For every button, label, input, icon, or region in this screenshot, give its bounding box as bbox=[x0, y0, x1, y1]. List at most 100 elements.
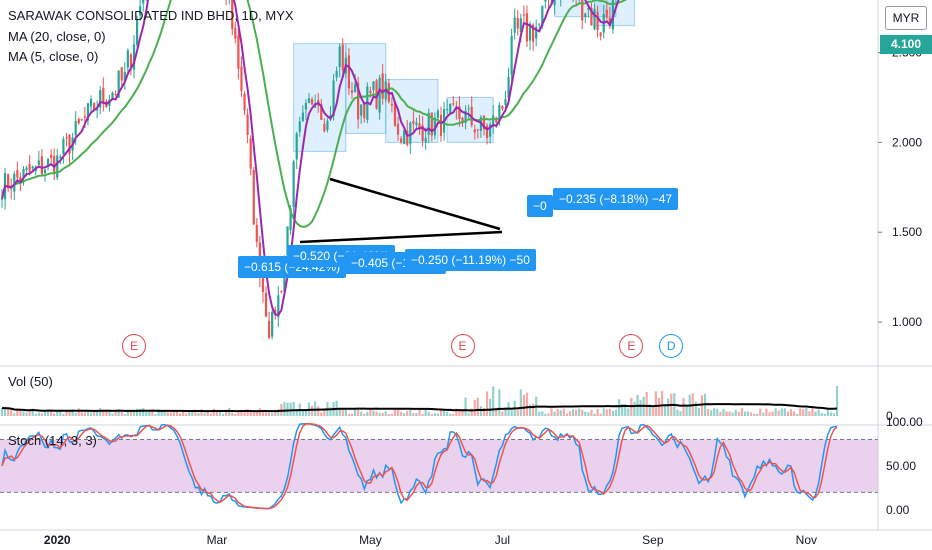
volume-bar bbox=[96, 410, 99, 416]
volume-bar bbox=[538, 411, 541, 416]
volume-bar bbox=[234, 413, 237, 416]
volume-bar bbox=[648, 404, 651, 416]
volume-bar bbox=[341, 408, 344, 416]
ma20-legend[interactable]: MA (20, close, 0) bbox=[8, 29, 106, 44]
volume-bar bbox=[206, 410, 209, 416]
volume-bar bbox=[415, 413, 418, 416]
volume-bar bbox=[467, 412, 470, 416]
earnings-marker[interactable]: E bbox=[619, 334, 644, 358]
volume-legend[interactable]: Vol (50) bbox=[8, 374, 53, 389]
volume-bar bbox=[826, 409, 829, 416]
candle-body bbox=[243, 93, 246, 111]
volume-bar bbox=[814, 411, 817, 416]
volume-bar bbox=[71, 409, 74, 416]
candle-body bbox=[353, 84, 357, 93]
volume-bar bbox=[182, 410, 185, 416]
volume-bar bbox=[166, 412, 169, 416]
volume-bar bbox=[771, 411, 774, 416]
volume-bar bbox=[117, 408, 120, 416]
volume-bar bbox=[13, 413, 16, 416]
dividend-marker[interactable]: D bbox=[659, 334, 684, 358]
last-price-label: 4.100 bbox=[880, 35, 932, 54]
volume-bar bbox=[489, 398, 492, 416]
volume-bar bbox=[667, 398, 670, 416]
candle-body bbox=[231, 0, 234, 30]
candle-body bbox=[464, 110, 467, 123]
volume-bar bbox=[473, 400, 476, 416]
volume-bar bbox=[200, 409, 203, 416]
volume-bar bbox=[571, 409, 575, 416]
volume-bar bbox=[25, 412, 28, 416]
candle-body bbox=[86, 103, 90, 121]
candle-body bbox=[267, 320, 271, 339]
volume-bar bbox=[163, 409, 166, 416]
earnings-marker[interactable]: E bbox=[450, 334, 475, 358]
volume-bar bbox=[811, 408, 814, 416]
candle-body bbox=[390, 103, 393, 106]
candle-body bbox=[498, 104, 501, 122]
candle-body bbox=[99, 90, 102, 108]
volume-bar bbox=[286, 402, 289, 416]
volume-bar bbox=[753, 413, 756, 416]
candle-body bbox=[504, 98, 507, 106]
candle-body bbox=[513, 17, 516, 33]
volume-bar bbox=[369, 409, 372, 416]
candle-body bbox=[433, 117, 436, 136]
measure-label-5[interactable]: −0.235 (−8.18%) −47 bbox=[553, 188, 679, 210]
candle-body bbox=[37, 160, 40, 165]
volume-bar bbox=[412, 413, 415, 416]
volume-bar bbox=[578, 408, 581, 416]
volume-bar bbox=[403, 413, 406, 416]
candle-body bbox=[501, 106, 504, 109]
volume-bar bbox=[142, 408, 145, 416]
volume-bar bbox=[59, 410, 62, 416]
measure-label-6[interactable]: −0 bbox=[527, 195, 553, 217]
candle-body bbox=[427, 112, 430, 135]
volume-bar bbox=[350, 413, 354, 416]
candle-body bbox=[249, 138, 252, 169]
volume-bar bbox=[835, 386, 839, 416]
volume-bar bbox=[148, 410, 151, 416]
volume-bar bbox=[568, 411, 572, 416]
volume-bar bbox=[532, 403, 535, 416]
candle-body bbox=[350, 90, 354, 93]
currency-selector[interactable]: MYR bbox=[885, 6, 927, 30]
volume-bar bbox=[255, 410, 258, 416]
candle-body bbox=[510, 35, 513, 75]
candle-body bbox=[482, 115, 486, 130]
volume-bar bbox=[614, 409, 618, 416]
candle-body bbox=[50, 154, 53, 158]
candle-body bbox=[449, 104, 452, 114]
candle-body bbox=[298, 121, 301, 132]
volume-bar bbox=[157, 408, 160, 416]
volume-bar bbox=[783, 408, 786, 416]
candle-body bbox=[240, 66, 243, 92]
volume-bar bbox=[99, 408, 102, 416]
measure-label-4[interactable]: −0.250 (−11.19%) −50 bbox=[405, 249, 536, 271]
candle-body bbox=[43, 169, 47, 173]
volume-bar bbox=[203, 413, 206, 416]
volume-bar bbox=[209, 413, 212, 416]
volume-bar bbox=[231, 412, 234, 416]
volume-bar bbox=[433, 413, 436, 416]
volume-bar bbox=[611, 411, 615, 416]
volume-bar bbox=[700, 395, 704, 416]
volume-bar bbox=[495, 407, 498, 416]
volume-bar bbox=[547, 413, 550, 416]
volume-bar bbox=[740, 408, 743, 416]
candle-body bbox=[310, 99, 314, 105]
volume-bar bbox=[461, 411, 464, 416]
stoch-tick-label-1: 50.00 bbox=[886, 459, 916, 473]
volume-bar bbox=[553, 411, 556, 416]
earnings-marker[interactable]: E bbox=[122, 334, 146, 358]
stoch-legend[interactable]: Stoch (14, 3, 3) bbox=[8, 433, 97, 448]
candle-body bbox=[489, 124, 492, 137]
candle-body bbox=[608, 17, 611, 27]
candle-body bbox=[522, 14, 525, 16]
volume-bar bbox=[384, 411, 387, 416]
volume-bar bbox=[114, 410, 117, 416]
volume-bar bbox=[768, 412, 771, 416]
candle-body bbox=[406, 130, 409, 145]
ma5-legend[interactable]: MA (5, close, 0) bbox=[8, 49, 99, 64]
volume-bar bbox=[832, 413, 836, 416]
